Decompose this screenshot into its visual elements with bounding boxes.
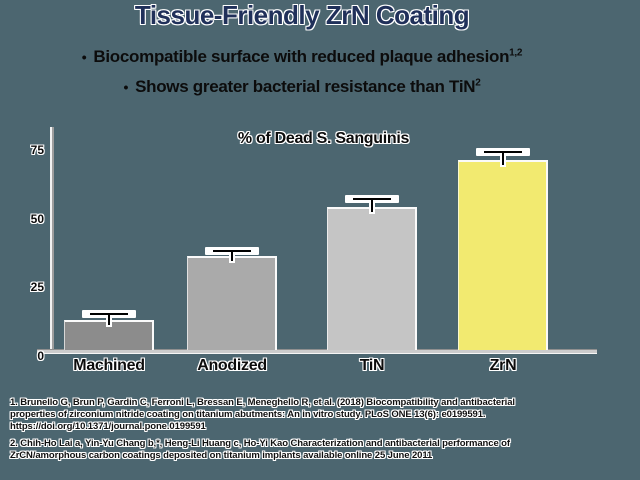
y-tick-label: 25 <box>30 280 44 295</box>
page-title: Tissue-Friendly ZrN Coating <box>134 0 470 30</box>
bullet-item-bacterial-resistance: • Shows greater bacterial resistance than… <box>0 77 604 96</box>
reference-line: 1. Brunello G, Brun P, Gardin C, Ferroni… <box>10 397 515 408</box>
error-bar-whisker <box>502 153 504 165</box>
bullet-superscript: 1,2 <box>509 47 523 59</box>
error-bar-cap <box>90 313 128 315</box>
bullet-list: • Biocompatible surface with reduced plaq… <box>0 47 604 107</box>
reference-line: properties of zirconium nitride coating … <box>10 409 486 420</box>
bullet-icon: • <box>123 79 129 95</box>
bullet-icon: • <box>81 49 87 65</box>
bullet-item-biocompatible: • Biocompatible surface with reduced plaq… <box>0 47 604 66</box>
error-bar-cap <box>484 151 522 153</box>
reference-line: ZrCN/amorphous carbon coatings deposited… <box>10 450 433 461</box>
x-axis-label-machined: Machined <box>73 357 145 374</box>
x-axis-label-anodized: Anodized <box>197 357 267 374</box>
bar-anodized <box>187 256 277 350</box>
x-axis-line <box>37 349 597 354</box>
bar-tin <box>327 207 417 350</box>
references: 1. Brunello G, Brun P, Gardin C, Ferroni… <box>10 397 634 462</box>
x-axis-label-zrn: ZrN <box>489 357 517 374</box>
error-bar-cap <box>213 250 251 252</box>
reference-link: https://doi.org/10.1371/journal.pone.019… <box>10 421 206 432</box>
reference-2: 2. Chih-Ho Lai a, Yin-Yu Chang b,*, Heng… <box>10 438 634 462</box>
y-tick-label: 75 <box>30 142 44 157</box>
reference-1: 1. Brunello G, Brun P, Gardin C, Ferroni… <box>10 397 634 433</box>
error-bar-whisker <box>108 315 110 325</box>
chart-title: % of Dead S. Sanguinis <box>237 130 410 147</box>
bar-zrn <box>458 160 548 350</box>
error-bar-whisker <box>371 200 373 212</box>
bullet-text: Shows greater bacterial resistance than … <box>135 77 476 96</box>
error-bar-cap <box>353 198 391 200</box>
error-bar-whisker <box>231 252 233 261</box>
y-tick-label: 0 <box>37 349 44 363</box>
bullet-text: Biocompatible surface with reduced plaqu… <box>93 47 510 66</box>
y-axis-line <box>50 127 54 351</box>
x-axis-label-tin: TiN <box>359 357 385 374</box>
reference-line: 2. Chih-Ho Lai a, Yin-Yu Chang b,*, Heng… <box>10 438 510 449</box>
y-tick-label: 50 <box>30 211 44 226</box>
bullet-superscript: 2 <box>475 77 481 89</box>
